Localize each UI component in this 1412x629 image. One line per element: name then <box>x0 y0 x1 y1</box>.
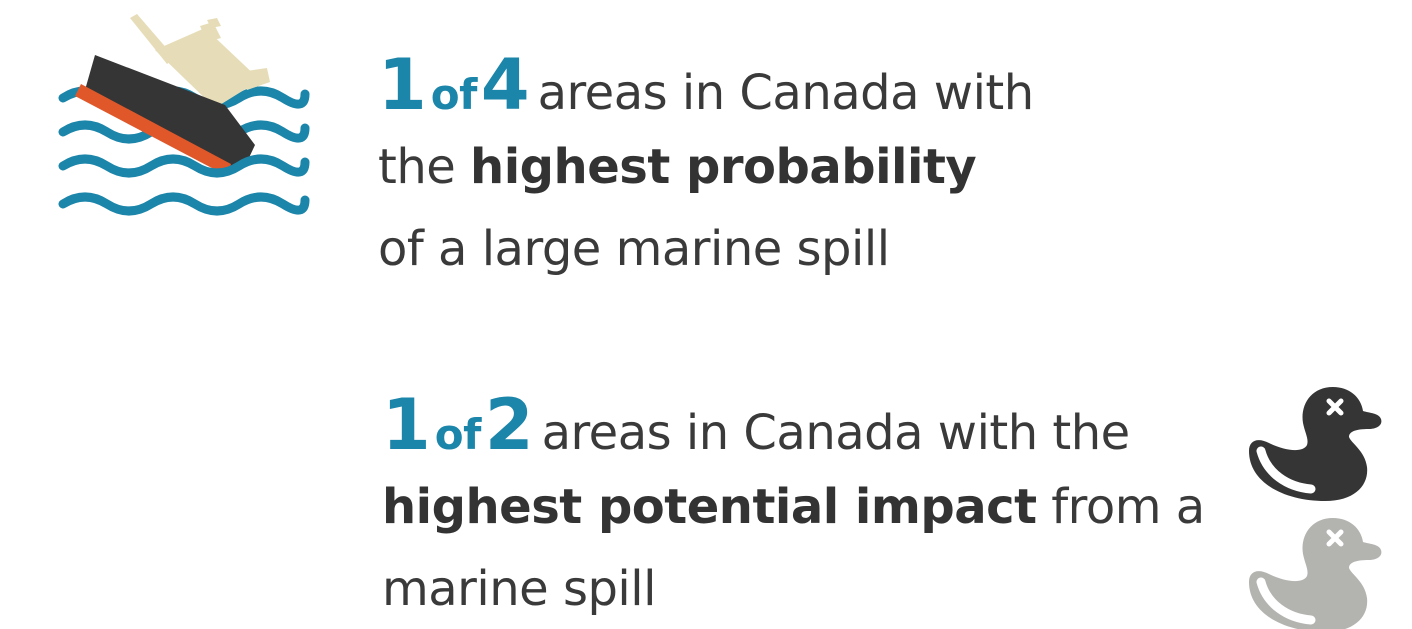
stat-line: 1 of4 areas in Canada with <box>378 44 1034 126</box>
stat-line: marine spill <box>382 548 1205 629</box>
dead-duck-icon <box>1249 387 1382 501</box>
stat-denominator: 4 <box>480 44 530 126</box>
stat-text: areas in Canada with the <box>541 405 1131 461</box>
sinking-ship-icon <box>58 14 310 216</box>
stat-emphasis: highest probability <box>470 139 977 195</box>
stat-line: the highest probability <box>378 126 1034 208</box>
stat-text: marine spill <box>382 561 656 617</box>
stat-emphasis: highest potential impact <box>382 479 1037 535</box>
stat-line: of a large marine spill <box>378 208 1034 290</box>
stat-of: of <box>430 70 478 119</box>
stat-of: of <box>434 410 482 459</box>
stat-numerator: 1 <box>382 384 431 466</box>
stat-denominator: 2 <box>484 384 534 466</box>
stat-numerator: 1 <box>378 44 427 126</box>
stat-line: highest potential impact from a <box>382 466 1205 548</box>
stat-text: of a large marine spill <box>378 221 890 277</box>
stat-probability: 1 of4 areas in Canada with the highest pro… <box>378 44 1034 290</box>
stat-text: areas in Canada with <box>537 65 1035 121</box>
stat-text: from a <box>1036 479 1205 535</box>
stat-text: the <box>378 139 471 195</box>
dead-duck-icon <box>1249 518 1382 629</box>
stat-impact: 1 of2 areas in Canada with the highest pot… <box>382 384 1205 629</box>
stat-line: 1 of2 areas in Canada with the <box>382 384 1205 466</box>
